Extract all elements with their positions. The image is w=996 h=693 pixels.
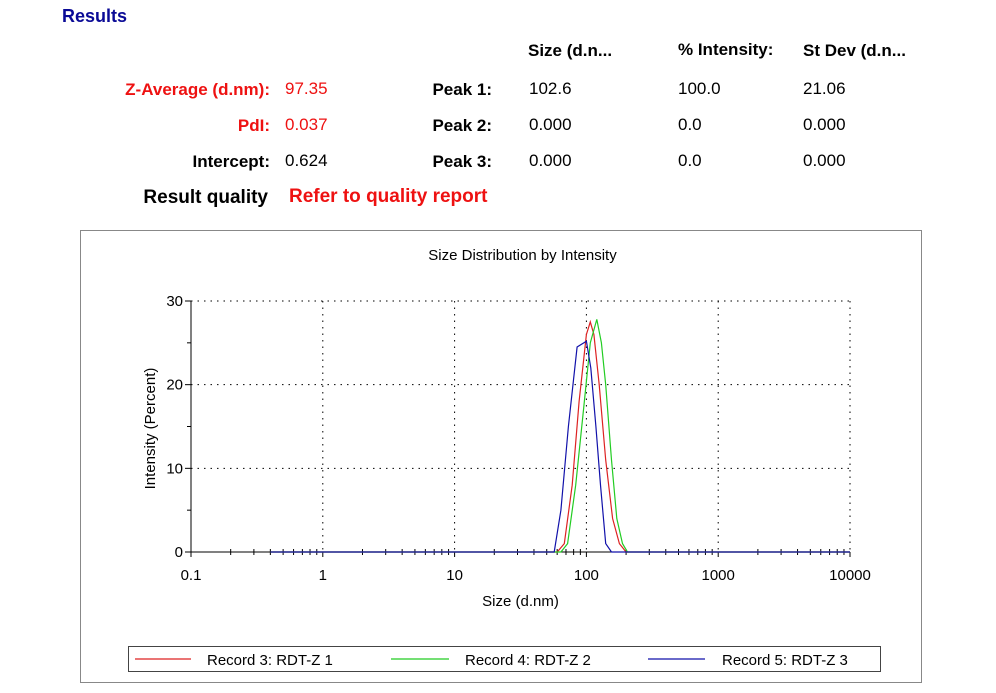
legend-label-1: Record 3: RDT-Z 1	[207, 652, 333, 669]
peak-1-size: 102.6	[529, 79, 572, 98]
peak-1-label: Peak 1:	[432, 80, 492, 99]
x-tick-label-10000: 10000	[829, 567, 871, 584]
intercept-value: 0.624	[285, 151, 328, 170]
x-tick-label-1: 1	[319, 567, 327, 584]
chart-panel: Size Distribution by Intensity 0 10 20 30 0.1…	[80, 230, 922, 683]
chart-legend: Record 3: RDT-Z 1 Record 4: RDT-Z 2 Record…	[128, 646, 881, 672]
series-line-3	[270, 340, 850, 553]
peak-1-stdev: 21.06	[803, 79, 846, 98]
results-title: Results	[62, 6, 128, 26]
size-distribution-chart: Size Distribution by Intensity 0 10 20 30 0.1…	[142, 247, 871, 610]
peak-2-intensity: 0.0	[678, 115, 702, 134]
z-average-value: 97.35	[285, 79, 328, 98]
pdi-value: 0.037	[285, 115, 328, 134]
peak-2-stdev: 0.000	[803, 115, 846, 134]
y-tick-label-30: 30	[166, 293, 183, 310]
y-axis-label: Intensity (Percent)	[142, 368, 159, 490]
x-axis-label: Size (d.nm)	[482, 593, 559, 610]
y-tick-label-0: 0	[175, 544, 183, 561]
header-stdev: St Dev (d.n...	[803, 41, 906, 60]
x-tick-label-1000: 1000	[702, 567, 735, 584]
series-line-2	[270, 319, 850, 553]
peak-1-intensity: 100.0	[678, 79, 721, 98]
peak-3-stdev: 0.000	[803, 151, 846, 170]
z-average-label: Z-Average (d.nm):	[125, 80, 270, 99]
intercept-label: Intercept:	[192, 152, 270, 171]
result-quality-value[interactable]: Refer to quality report	[289, 186, 488, 207]
peak-2-label: Peak 2:	[432, 116, 492, 135]
result-quality-label: Result quality	[143, 187, 268, 208]
peak-2-size: 0.000	[529, 115, 572, 134]
y-tick-label-20: 20	[166, 377, 183, 394]
header-size: Size (d.n...	[528, 41, 613, 60]
x-tick-label-10: 10	[446, 567, 463, 584]
peak-3-label: Peak 3:	[432, 152, 492, 171]
y-tick-label-10: 10	[166, 460, 183, 477]
legend-label-3: Record 5: RDT-Z 3	[722, 652, 848, 669]
x-tick-label-100: 100	[574, 567, 599, 584]
header-intensity: % Intensity:	[678, 40, 774, 59]
chart-title: Size Distribution by Intensity	[428, 247, 617, 264]
pdi-label: PdI:	[237, 116, 270, 135]
legend-label-2: Record 4: RDT-Z 2	[465, 652, 591, 669]
peak-3-size: 0.000	[529, 151, 572, 170]
series-line-1	[270, 319, 850, 553]
peak-3-intensity: 0.0	[678, 151, 702, 170]
x-tick-label-0.1: 0.1	[181, 567, 202, 584]
